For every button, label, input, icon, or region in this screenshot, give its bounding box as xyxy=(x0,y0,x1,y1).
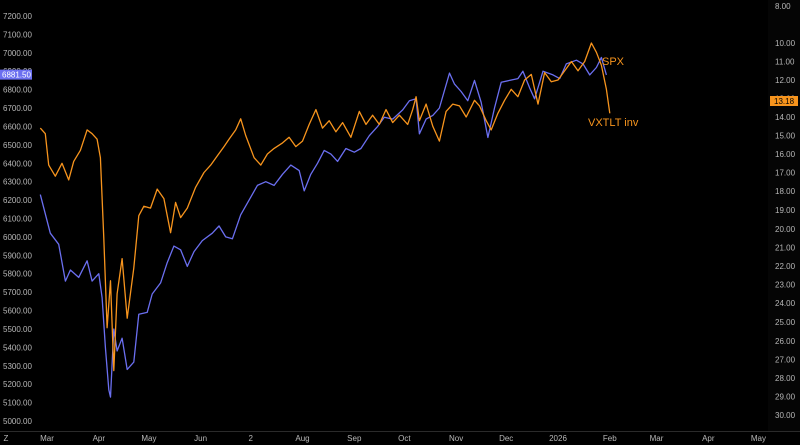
left-tick-label: 6500.00 xyxy=(3,141,32,150)
time-tick-label: Oct xyxy=(398,434,411,443)
left-tick-label: 6700.00 xyxy=(3,104,32,113)
time-tick-label: Apr xyxy=(702,434,715,443)
left-tick-label: 5200.00 xyxy=(3,380,32,389)
right-axis-panel xyxy=(768,0,800,431)
right-last-value-badge xyxy=(770,96,798,106)
series-layer xyxy=(39,42,611,398)
right-tick-label: 15.00 xyxy=(775,132,796,141)
right-last-value-text: 13.18 xyxy=(774,97,795,106)
time-tick-label: May xyxy=(141,434,156,443)
time-tick-label: Feb xyxy=(603,434,617,443)
left-tick-label: 5400.00 xyxy=(3,343,32,352)
right-tick-label: 10.00 xyxy=(775,39,796,48)
time-tick-label: 2 xyxy=(248,434,253,443)
last-value-badges: 6881.50 13.18 xyxy=(0,69,798,106)
time-tick-label: Jun xyxy=(194,434,207,443)
left-tick-label: 6600.00 xyxy=(3,123,32,132)
time-tick-label: Z xyxy=(4,434,9,443)
right-tick-label: 8.00 xyxy=(775,2,791,11)
left-tick-label: 5300.00 xyxy=(3,362,32,371)
left-tick-label: 5100.00 xyxy=(3,399,32,408)
left-tick-label: 5600.00 xyxy=(3,307,32,316)
left-tick-label: 5900.00 xyxy=(3,251,32,260)
right-tick-label: 11.00 xyxy=(775,58,795,67)
left-tick-label: 6100.00 xyxy=(3,215,32,224)
left-tick-label: 6800.00 xyxy=(3,86,32,95)
time-tick-label: 2026 xyxy=(549,434,567,443)
left-price-axis[interactable]: 5000.00 5100.00 5200.00 5300.00 5400.00 5500.… xyxy=(3,12,32,426)
right-tick-label: 17.00 xyxy=(775,169,796,178)
left-tick-label: 7000.00 xyxy=(3,49,32,58)
right-tick-label: 30.00 xyxy=(775,411,796,420)
right-tick-label: 29.00 xyxy=(775,393,796,402)
right-tick-label: 28.00 xyxy=(775,374,796,383)
vxtlt-annotation: VXTLT inv xyxy=(588,117,639,129)
left-last-value-badge xyxy=(0,69,32,80)
right-tick-label: 12.00 xyxy=(775,76,796,85)
left-tick-label: 5000.00 xyxy=(3,417,32,426)
left-tick-label: 6200.00 xyxy=(3,196,32,205)
time-tick-label: Aug xyxy=(295,434,309,443)
right-tick-label: 24.00 xyxy=(775,299,796,308)
right-price-axis[interactable]: 8.0010.0011.0012.0013.0014.0015.0016.001… xyxy=(768,0,800,431)
vxtlt-inv-line xyxy=(39,42,611,372)
left-tick-label: 5800.00 xyxy=(3,270,32,279)
left-last-value-text: 6881.50 xyxy=(2,71,31,80)
time-tick-label: Apr xyxy=(93,434,106,443)
right-tick-label: 26.00 xyxy=(775,337,796,346)
right-tick-label: 16.00 xyxy=(775,150,796,159)
time-tick-label: Nov xyxy=(449,434,463,443)
right-tick-label: 21.00 xyxy=(775,244,796,253)
left-tick-label: 5700.00 xyxy=(3,288,32,297)
right-tick-label: 27.00 xyxy=(775,356,796,365)
spx-line xyxy=(39,56,608,398)
right-tick-label: 23.00 xyxy=(775,281,796,290)
right-tick-label: 22.00 xyxy=(775,262,796,271)
left-tick-label: 6000.00 xyxy=(3,233,32,242)
time-tick-label: May xyxy=(751,434,766,443)
time-tick-label: Mar xyxy=(650,434,664,443)
left-tick-label: 7200.00 xyxy=(3,12,32,21)
right-tick-label: 20.00 xyxy=(775,225,796,234)
right-tick-label: 18.00 xyxy=(775,187,796,196)
spx-annotation: SPX xyxy=(602,56,625,68)
left-tick-label: 7100.00 xyxy=(3,30,32,39)
time-tick-label: Sep xyxy=(347,434,362,443)
right-tick-label: 19.00 xyxy=(775,206,796,215)
time-axis[interactable]: Z Mar Apr May Jun 2 Aug Sep Oct Nov Dec 2026 Feb Mar A… xyxy=(0,431,800,444)
left-tick-label: 6300.00 xyxy=(3,178,32,187)
left-tick-label: 5500.00 xyxy=(3,325,32,334)
right-tick-label: 25.00 xyxy=(775,318,796,327)
time-tick-label: Mar xyxy=(40,434,54,443)
right-tick-label: 14.00 xyxy=(775,113,796,122)
left-tick-label: 6400.00 xyxy=(3,159,32,168)
time-tick-label: Dec xyxy=(499,434,513,443)
